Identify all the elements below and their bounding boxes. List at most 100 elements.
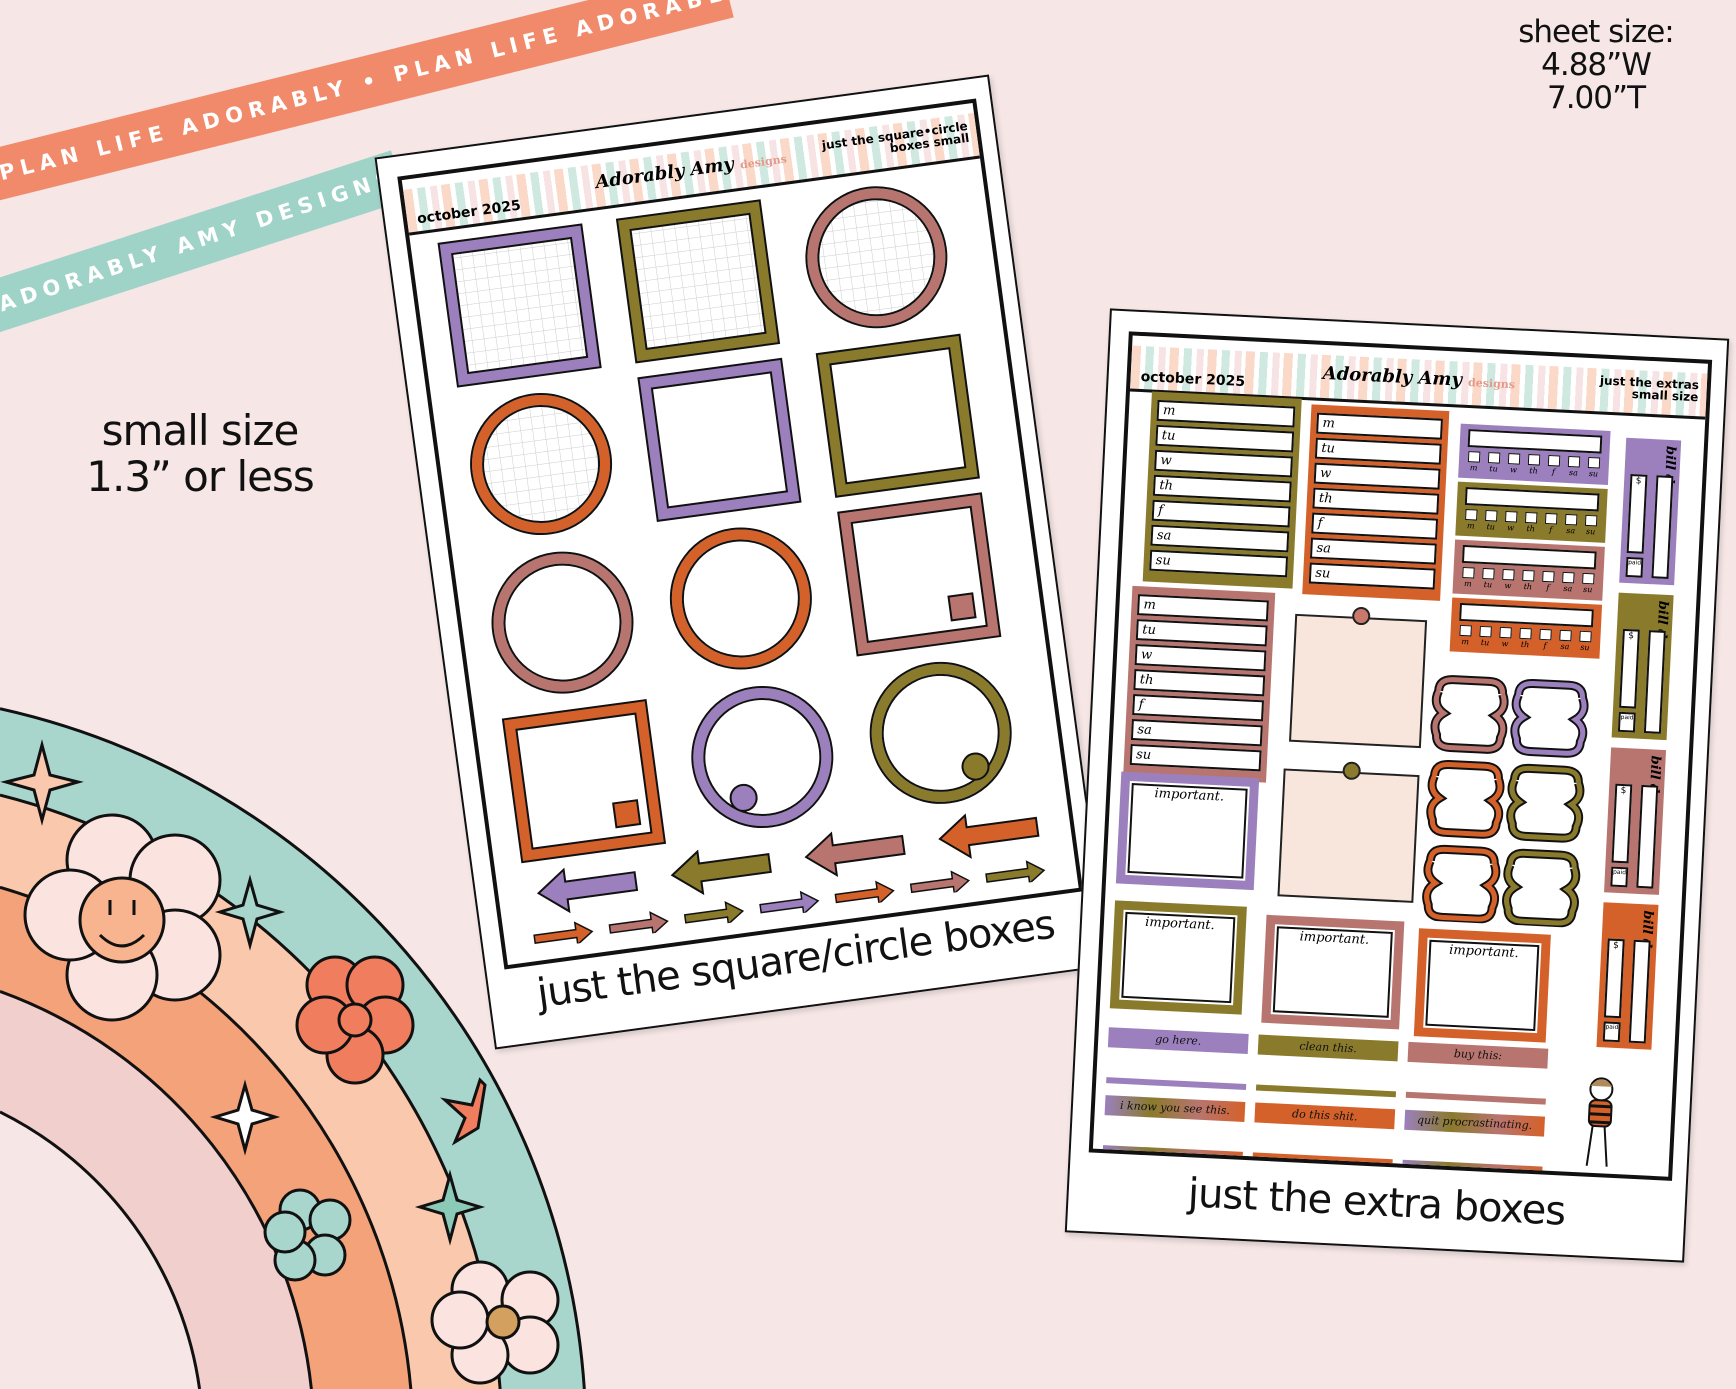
- checkbox: [1584, 514, 1598, 527]
- arrow-left-icon: [804, 831, 906, 878]
- label-text: buy this:: [1407, 1041, 1549, 1069]
- checkbox: [1467, 451, 1481, 463]
- bracket-sticker: [1508, 765, 1583, 841]
- tracker-day: sa: [1566, 455, 1581, 478]
- tracker-day: f: [1546, 454, 1561, 477]
- circle-inner-outline: [482, 405, 601, 524]
- tracker-days: m tu w th f sa su: [1466, 451, 1601, 479]
- checkbox: [1527, 454, 1541, 466]
- bill-due-purple: bill due $ paid: [1619, 437, 1682, 586]
- checkbox: [1459, 624, 1472, 637]
- important-label: important.: [1127, 783, 1248, 879]
- square-outline: [437, 223, 602, 388]
- paid-box: paid: [1610, 866, 1629, 888]
- checkbox: [1587, 456, 1601, 469]
- amount-field: $: [1603, 938, 1625, 1019]
- amount-field: $: [1619, 628, 1640, 709]
- arrow-left-icon: [536, 867, 639, 914]
- tracker-day: f: [1538, 628, 1553, 651]
- label-text: do this shit.: [1254, 1102, 1396, 1130]
- square-outline: [615, 199, 781, 364]
- weekday-row: th: [1312, 487, 1440, 515]
- label-line: [1252, 1152, 1393, 1166]
- checkbox: [1522, 569, 1535, 582]
- important-label: important.: [1121, 911, 1236, 1004]
- checkbox: [1562, 571, 1575, 584]
- flower-icon: [295, 955, 415, 1085]
- rainbow-band-outline: [0, 707, 586, 1389]
- square-frame: [638, 358, 801, 521]
- tracker-day: w: [1504, 510, 1519, 533]
- bracket-sticker: [1428, 762, 1503, 837]
- checkbox: [1524, 511, 1538, 524]
- checkbox: [1482, 567, 1495, 580]
- circle-frame: [807, 188, 946, 327]
- checkbox: [1465, 509, 1478, 521]
- tracker-day: tu: [1486, 452, 1501, 474]
- checkbox: [1544, 512, 1558, 525]
- label-sticker: i know you see this.: [1102, 1095, 1246, 1158]
- checkbox: [1499, 626, 1512, 639]
- tracker-day: w: [1506, 453, 1521, 475]
- sticky-note-sticker: [1289, 606, 1428, 749]
- bill-column: [1628, 939, 1651, 1044]
- rainbow-band-outline: [0, 1110, 202, 1389]
- bill-column: [1651, 475, 1674, 580]
- square-inner-outline: [629, 212, 767, 350]
- sticker-circle-rose: [491, 551, 634, 694]
- label-sticker: quit procrastinating.: [1402, 1109, 1546, 1173]
- circle-inner-outline: [881, 673, 1000, 792]
- weekday-row: m: [1156, 399, 1296, 428]
- weekday-row: sa: [1309, 537, 1437, 565]
- label-line: [1106, 1077, 1247, 1090]
- label-sticker: do this shit.: [1252, 1102, 1396, 1166]
- weekday-row: sa: [1150, 524, 1290, 553]
- square-outline: [815, 333, 980, 498]
- tracker-bar: [1467, 429, 1603, 454]
- checkbox: [1564, 513, 1578, 526]
- tracker-day: tu: [1478, 625, 1493, 648]
- dot-marker: [961, 752, 990, 781]
- weekday-row: su: [1149, 549, 1289, 578]
- weekday-row: f: [1151, 499, 1291, 528]
- weekday-row: tu: [1155, 424, 1295, 453]
- sticker-shapes: [437, 186, 1046, 946]
- checkbox: [1567, 455, 1581, 468]
- tracker-day: m: [1458, 624, 1473, 647]
- brand-logo: Adorably Amy designs: [594, 146, 788, 193]
- arrow-right-icon: [608, 911, 669, 936]
- tracker-bar: [1461, 544, 1597, 570]
- weekday-row: m: [1137, 594, 1269, 622]
- tracker-day: tu: [1481, 567, 1496, 590]
- weekly-box-rose: m tu w th f sa su: [1123, 585, 1276, 783]
- circle-frame: [871, 663, 1010, 802]
- circle-outline: [805, 186, 948, 329]
- flower-icon: [263, 1188, 352, 1282]
- circle-outline: [470, 393, 613, 536]
- square-frame: [502, 700, 665, 863]
- square-inner-outline: [829, 347, 967, 485]
- tracker-day: su: [1581, 572, 1596, 595]
- corner-marker: [612, 799, 642, 829]
- tracker-day: tu: [1484, 509, 1499, 532]
- tracker-days: m tu w th f sa su: [1461, 566, 1596, 595]
- sheet-month: october 2025: [416, 197, 522, 228]
- sticker-square-olive: [815, 333, 980, 498]
- checkbox: [1542, 570, 1555, 583]
- sticker-circle-purple: [691, 686, 834, 829]
- dot-marker: [729, 783, 758, 812]
- arrow-right-icon: [985, 860, 1046, 885]
- bill-due-orange: bill due $ paid: [1596, 902, 1659, 1050]
- paid-box: paid: [1602, 1021, 1621, 1043]
- tracker-day: th: [1526, 454, 1541, 476]
- sheet-size-line2: 4.88”W: [1541, 47, 1652, 83]
- amount-field: $: [1626, 474, 1648, 554]
- square-inner-outline: [850, 505, 988, 643]
- checkbox: [1579, 630, 1592, 643]
- week-tracker-rose: m tu w th f sa su: [1452, 539, 1605, 601]
- circle-outline: [669, 527, 812, 670]
- checkbox: [1479, 625, 1492, 638]
- tracker-day: m: [1461, 566, 1476, 589]
- circle-inner-outline: [681, 539, 800, 658]
